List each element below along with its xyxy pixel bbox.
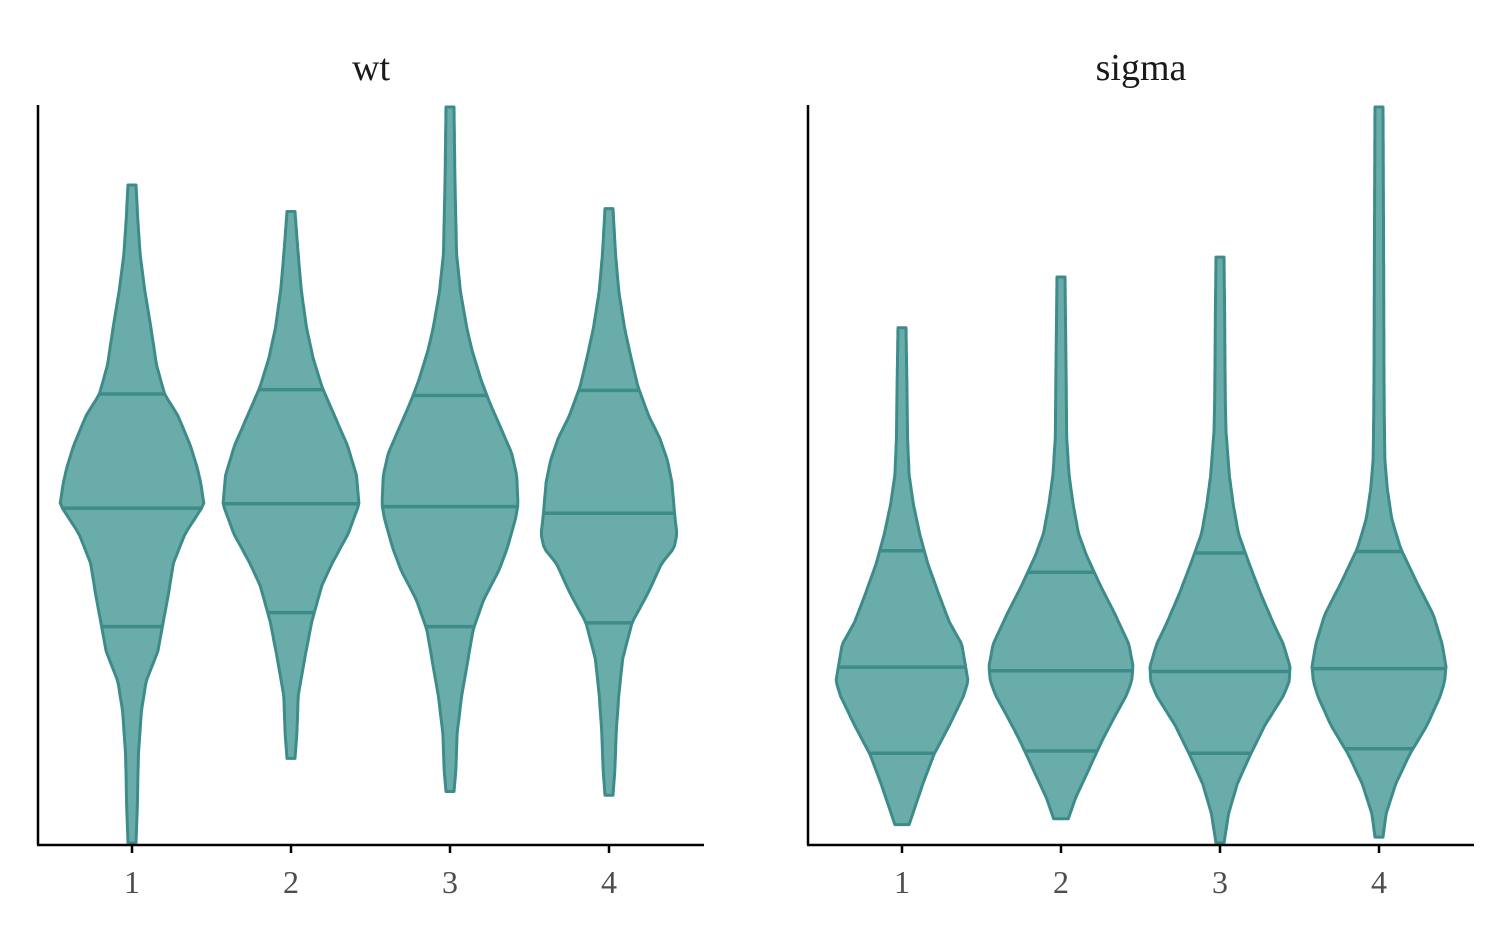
x-tick-label-2: 2 (1053, 864, 1069, 900)
violin-sigma-2 (987, 275, 1135, 821)
panel-title-sigma: sigma (1096, 47, 1187, 89)
x-tick-label-2: 2 (283, 864, 299, 900)
violin-wt-1 (58, 183, 206, 845)
violin-wt-3 (380, 105, 520, 793)
violin-sigma-3 (1148, 255, 1292, 845)
panel-wt: wt 1 2 3 4 (36, 47, 704, 900)
violin-wt-4 (539, 207, 679, 797)
x-tick-label-4: 4 (1371, 864, 1387, 900)
x-tick-label-1: 1 (124, 864, 140, 900)
x-ticks-sigma: 1 2 3 4 (894, 845, 1387, 900)
violin-group-sigma (834, 105, 1448, 845)
panel-sigma: sigma 1 2 3 4 (806, 47, 1474, 900)
violin-sigma-4 (1310, 105, 1448, 839)
x-tick-label-3: 3 (1212, 864, 1228, 900)
x-tick-label-1: 1 (894, 864, 910, 900)
panel-title-wt: wt (352, 47, 390, 89)
violin-group-wt (58, 105, 679, 845)
violin-sigma-1 (834, 326, 970, 827)
x-tick-label-3: 3 (442, 864, 458, 900)
violin-wt-2 (221, 210, 361, 760)
x-tick-label-4: 4 (601, 864, 617, 900)
x-ticks-wt: 1 2 3 4 (124, 845, 617, 900)
